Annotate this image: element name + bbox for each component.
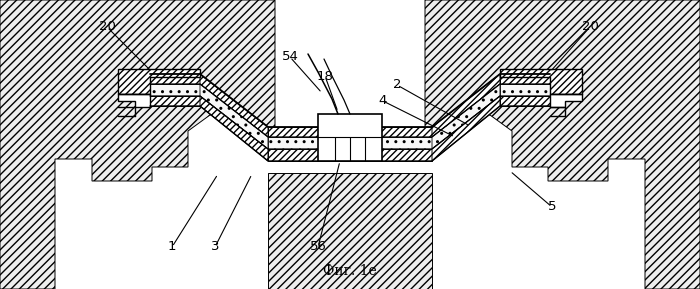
Polygon shape — [425, 0, 700, 289]
Text: 56: 56 — [309, 240, 326, 253]
Polygon shape — [268, 149, 432, 161]
Polygon shape — [500, 84, 550, 96]
Text: 4: 4 — [379, 95, 387, 108]
Polygon shape — [150, 74, 200, 84]
Polygon shape — [500, 69, 582, 94]
Polygon shape — [200, 96, 268, 161]
Polygon shape — [150, 96, 200, 106]
Text: 18: 18 — [316, 69, 333, 82]
Polygon shape — [150, 84, 200, 96]
Polygon shape — [550, 94, 582, 107]
Polygon shape — [318, 114, 382, 161]
Text: 1: 1 — [168, 240, 176, 253]
Polygon shape — [200, 84, 268, 149]
Text: 5: 5 — [547, 201, 556, 214]
Polygon shape — [500, 96, 550, 106]
Text: 20: 20 — [582, 21, 598, 34]
Text: 54: 54 — [281, 51, 298, 64]
Polygon shape — [200, 74, 268, 137]
Polygon shape — [0, 0, 275, 289]
Text: Фиг. 1е: Фиг. 1е — [323, 264, 377, 278]
Polygon shape — [500, 74, 550, 84]
Text: 3: 3 — [211, 240, 219, 253]
Polygon shape — [268, 137, 432, 149]
Polygon shape — [268, 173, 432, 289]
Polygon shape — [268, 127, 432, 137]
Text: 20: 20 — [99, 21, 116, 34]
Polygon shape — [118, 94, 150, 107]
Polygon shape — [432, 84, 500, 149]
Polygon shape — [118, 69, 200, 94]
Polygon shape — [432, 96, 500, 161]
Polygon shape — [432, 74, 500, 137]
Text: 2: 2 — [393, 79, 401, 92]
